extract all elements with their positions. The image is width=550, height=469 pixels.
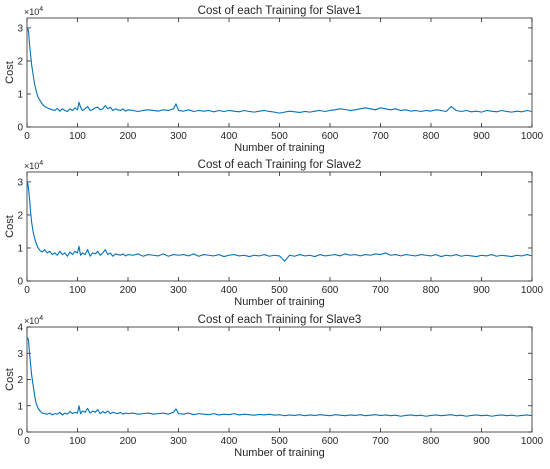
y-tick-label: 3 xyxy=(17,177,23,188)
y-tick-label: 2 xyxy=(17,56,23,67)
y-exponent-base: ×10 xyxy=(24,7,39,17)
x-tick-label: 200 xyxy=(120,436,137,447)
chart-panel-3: Cost of each Training for Slave3 ×104 0 100… xyxy=(4,314,544,459)
x-tick-label: 1000 xyxy=(521,436,544,447)
x-tick-label: 900 xyxy=(473,285,490,296)
series-line-1 xyxy=(26,337,533,417)
y-tick-label: 1 xyxy=(17,401,23,412)
series-line-1 xyxy=(26,27,533,114)
x-tick-label: 900 xyxy=(473,131,490,142)
x-tick-label: 700 xyxy=(372,285,389,296)
x-tick-label: 100 xyxy=(69,285,86,296)
y-tick-label: 0 xyxy=(17,123,23,134)
y-tick-label: 2 xyxy=(17,210,23,221)
x-tick-label: 0 xyxy=(24,285,30,296)
y-tick-label: 0 xyxy=(17,428,23,439)
x-tick-label: 400 xyxy=(221,131,238,142)
x-tick-label: 200 xyxy=(120,131,137,142)
series-line-1 xyxy=(26,181,533,262)
x-tick-label: 100 xyxy=(69,131,86,142)
x-tick-label: 900 xyxy=(473,436,490,447)
x-axis-label: Number of training xyxy=(234,447,325,459)
x-tick-label: 400 xyxy=(221,436,238,447)
y-exponent-label: ×104 xyxy=(24,160,43,171)
x-tick-label: 800 xyxy=(423,436,440,447)
x-axis-label: Number of training xyxy=(234,296,325,308)
chart-title: Cost of each Training for Slave2 xyxy=(198,159,362,171)
y-exponent-power: 4 xyxy=(39,6,43,13)
x-axis-label: Number of training xyxy=(234,142,325,154)
x-tick-label: 1000 xyxy=(521,285,544,296)
y-exponent-power: 4 xyxy=(39,315,43,322)
x-tick-label: 500 xyxy=(271,436,288,447)
x-tick-label: 700 xyxy=(372,436,389,447)
x-tick-label: 300 xyxy=(170,285,187,296)
y-axis-label: Cost xyxy=(4,61,16,84)
y-axis-label: Cost xyxy=(4,215,16,238)
x-tick-label: 300 xyxy=(170,436,187,447)
y-exponent-base: ×10 xyxy=(24,161,39,171)
x-tick-label: 500 xyxy=(271,285,288,296)
chart-panel-1: Cost of each Training for Slave1 ×104 0 100… xyxy=(4,5,544,154)
y-exponent-label: ×104 xyxy=(24,6,43,17)
y-exponent-power: 4 xyxy=(39,160,43,167)
x-tick-label: 0 xyxy=(24,436,30,447)
x-tick-label: 1000 xyxy=(521,131,544,142)
y-tick-label: 0 xyxy=(17,277,23,288)
x-tick-label: 800 xyxy=(423,131,440,142)
y-tick-label: 1 xyxy=(17,243,23,254)
x-tick-label: 600 xyxy=(322,436,339,447)
chart-title: Cost of each Training for Slave3 xyxy=(198,314,362,326)
y-tick-label: 2 xyxy=(17,375,23,386)
y-axis-label: Cost xyxy=(4,368,16,391)
x-tick-label: 0 xyxy=(24,131,30,142)
y-tick-label: 3 xyxy=(17,349,23,360)
x-tick-label: 400 xyxy=(221,285,238,296)
x-tick-label: 300 xyxy=(170,131,187,142)
y-exponent-base: ×10 xyxy=(24,316,39,326)
x-tick-label: 600 xyxy=(322,131,339,142)
x-tick-label: 100 xyxy=(69,436,86,447)
x-tick-label: 600 xyxy=(322,285,339,296)
y-tick-label: 3 xyxy=(17,23,23,34)
y-tick-label: 4 xyxy=(17,323,23,334)
x-tick-label: 500 xyxy=(271,131,288,142)
chart-panel-2: Cost of each Training for Slave2 ×104 0 100… xyxy=(4,159,544,308)
y-tick-label: 1 xyxy=(17,89,23,100)
chart-title: Cost of each Training for Slave1 xyxy=(198,5,362,17)
plot-area xyxy=(26,171,533,282)
x-tick-label: 700 xyxy=(372,131,389,142)
x-tick-label: 200 xyxy=(120,285,137,296)
y-exponent-label: ×104 xyxy=(24,315,43,326)
x-tick-label: 800 xyxy=(423,285,440,296)
